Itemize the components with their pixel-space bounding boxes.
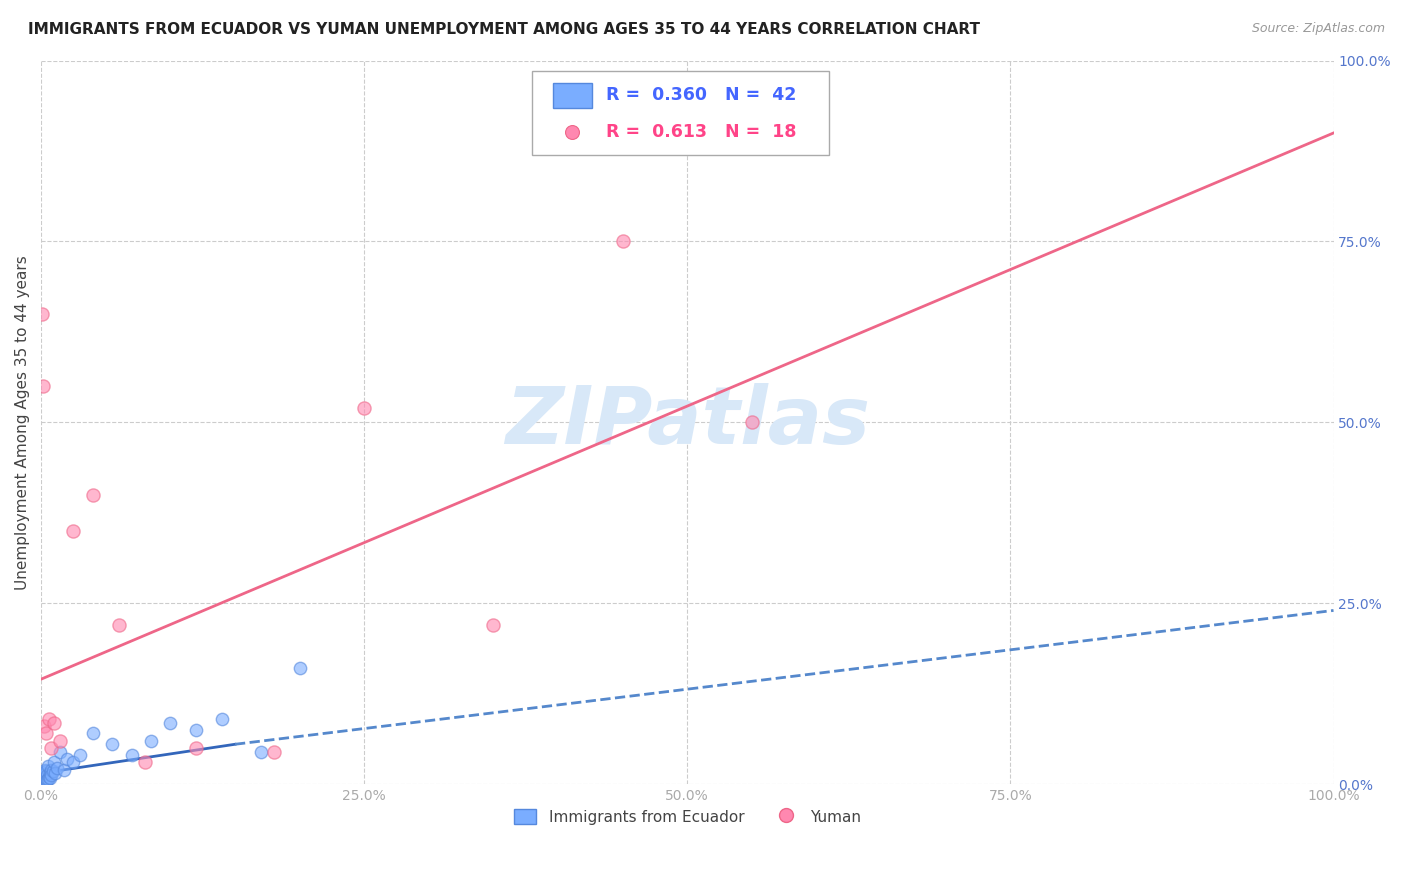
- Point: [32, 770, 55, 784]
- Point: [82, 488, 104, 502]
- Point: [49, 745, 72, 759]
- Point: [56, 752, 79, 766]
- Point: [37, 759, 59, 773]
- Point: [35, 772, 58, 787]
- Point: [44, 766, 66, 780]
- Point: [62, 756, 84, 770]
- Point: [139, 733, 162, 747]
- Point: [32, 774, 55, 789]
- Point: [31, 773, 53, 788]
- Point: [34, 772, 56, 787]
- Point: [53, 763, 76, 777]
- Point: [62, 524, 84, 538]
- Point: [107, 618, 129, 632]
- Text: ZIPatlas: ZIPatlas: [505, 384, 870, 461]
- Point: [134, 756, 156, 770]
- Point: [159, 715, 181, 730]
- Point: [35, 764, 58, 778]
- Point: [41, 740, 63, 755]
- Point: [612, 235, 634, 249]
- Point: [69, 748, 91, 763]
- Point: [263, 745, 285, 759]
- Point: [31, 772, 53, 786]
- Point: [35, 772, 58, 786]
- Point: [41, 768, 63, 782]
- Point: [101, 737, 124, 751]
- Point: [31, 768, 53, 782]
- Point: [32, 379, 55, 393]
- Point: [42, 764, 65, 778]
- Point: [34, 719, 56, 733]
- Point: [49, 733, 72, 747]
- Text: IMMIGRANTS FROM ECUADOR VS YUMAN UNEMPLOYMENT AMONG AGES 35 TO 44 YEARS CORRELAT: IMMIGRANTS FROM ECUADOR VS YUMAN UNEMPLO…: [28, 22, 980, 37]
- FancyBboxPatch shape: [533, 71, 830, 154]
- Point: [42, 756, 65, 770]
- Point: [39, 763, 62, 777]
- Point: [353, 401, 375, 415]
- Point: [34, 773, 56, 788]
- Text: R =  0.360   N =  42: R = 0.360 N = 42: [606, 87, 796, 104]
- Point: [38, 766, 60, 780]
- Point: [34, 767, 56, 781]
- Point: [121, 748, 143, 763]
- Point: [37, 772, 59, 786]
- Point: [42, 715, 65, 730]
- Text: R =  0.613   N =  18: R = 0.613 N = 18: [606, 122, 796, 141]
- Point: [482, 618, 505, 632]
- Point: [186, 723, 208, 737]
- Point: [82, 726, 104, 740]
- Point: [38, 770, 60, 784]
- Point: [34, 771, 56, 785]
- Text: Source: ZipAtlas.com: Source: ZipAtlas.com: [1251, 22, 1385, 36]
- Point: [35, 726, 58, 740]
- Point: [34, 763, 56, 777]
- Point: [288, 661, 311, 675]
- Point: [38, 712, 60, 726]
- Point: [186, 740, 208, 755]
- Point: [211, 712, 233, 726]
- Point: [39, 772, 62, 786]
- Point: [741, 415, 763, 429]
- Point: [32, 766, 55, 780]
- Point: [250, 745, 273, 759]
- Point: [32, 772, 55, 786]
- Y-axis label: Unemployment Among Ages 35 to 44 years: Unemployment Among Ages 35 to 44 years: [15, 255, 30, 590]
- Legend: Immigrants from Ecuador, Yuman: Immigrants from Ecuador, Yuman: [508, 803, 868, 830]
- Point: [45, 761, 67, 775]
- Point: [31, 775, 53, 789]
- Point: [31, 307, 53, 321]
- FancyBboxPatch shape: [553, 83, 592, 109]
- Point: [35, 768, 58, 782]
